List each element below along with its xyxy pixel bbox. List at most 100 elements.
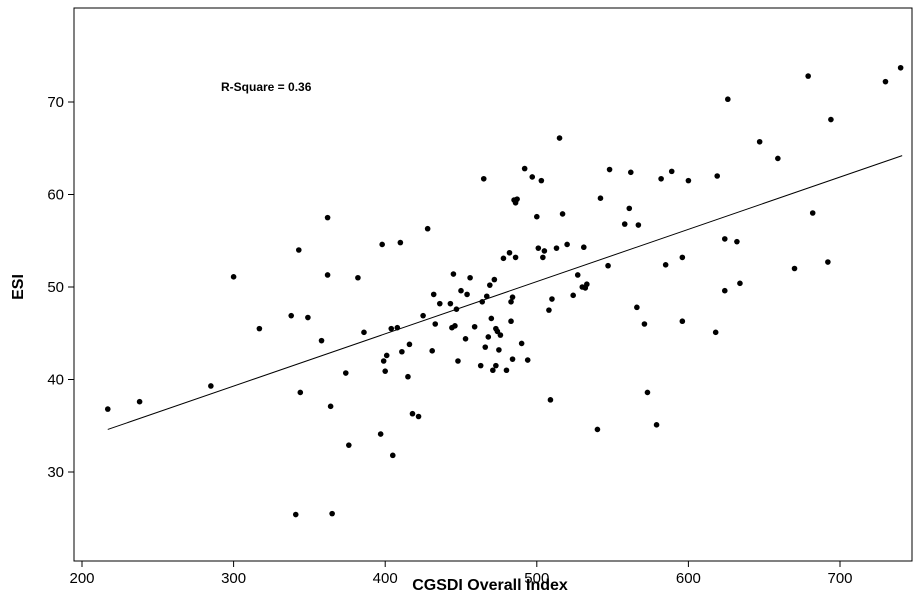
data-point <box>389 452 396 459</box>
plot-area: 200 300 400 500 600 700 30 40 50 60 70 <box>47 7 913 587</box>
data-point <box>494 328 501 335</box>
data-point <box>455 358 461 364</box>
data-point <box>756 138 763 145</box>
x-tick-label: 700 <box>827 570 852 587</box>
data-point <box>564 241 570 248</box>
y-tick-label: 40 <box>47 372 64 389</box>
data-point <box>479 299 486 305</box>
data-point <box>464 291 470 298</box>
data-point <box>725 96 731 103</box>
data-point <box>679 254 686 261</box>
data-point <box>230 274 237 280</box>
data-point <box>518 340 525 347</box>
data-point <box>580 244 587 251</box>
data-point <box>297 389 304 396</box>
data-point <box>547 397 554 403</box>
data-point <box>597 195 604 201</box>
data-point <box>508 318 514 325</box>
x-tick-label: 400 <box>373 570 398 587</box>
data-point <box>409 410 416 417</box>
data-point <box>458 287 464 294</box>
data-point <box>521 165 528 172</box>
data-point <box>540 254 546 261</box>
data-point <box>491 276 498 283</box>
x-tick-label: 200 <box>69 570 94 587</box>
data-point <box>467 274 473 281</box>
data-point <box>487 282 493 288</box>
data-point <box>897 64 904 71</box>
data-point <box>549 296 555 302</box>
data-point <box>450 271 457 277</box>
data-point <box>483 293 490 300</box>
data-point <box>635 222 642 228</box>
data-point <box>432 321 439 327</box>
data-point <box>405 373 411 380</box>
data-point <box>379 241 385 248</box>
data-point <box>295 247 302 253</box>
data-point <box>480 175 487 182</box>
data-point <box>500 255 507 262</box>
data-point <box>477 362 484 369</box>
data-point <box>529 174 536 180</box>
data-point <box>570 292 576 299</box>
data-point <box>292 511 299 518</box>
data-point <box>605 262 611 269</box>
data-point <box>436 300 443 307</box>
data-point <box>535 245 542 251</box>
data-point <box>383 352 390 359</box>
data-point <box>509 356 516 362</box>
data-point <box>503 367 510 374</box>
regression-line <box>107 155 903 430</box>
data-point <box>574 272 581 278</box>
data-point <box>534 213 540 220</box>
data-point <box>305 314 311 321</box>
data-point <box>721 287 728 294</box>
data-point <box>641 321 648 327</box>
x-tick-label: 500 <box>524 570 549 587</box>
data-point <box>324 214 331 221</box>
data-point <box>594 426 601 433</box>
data-point <box>627 169 634 176</box>
data-point <box>415 413 422 420</box>
data-point <box>388 325 395 332</box>
data-point <box>471 323 478 330</box>
data-point <box>361 329 367 336</box>
data-point <box>493 362 499 369</box>
data-point <box>355 274 361 281</box>
data-point <box>208 383 214 389</box>
data-point <box>559 211 566 217</box>
data-point <box>382 368 389 374</box>
data-point <box>524 357 531 363</box>
data-point <box>377 431 384 437</box>
data-point <box>496 347 502 353</box>
y-tick-label: 30 <box>47 464 64 481</box>
data-point <box>658 175 664 182</box>
data-point <box>679 318 686 325</box>
data-point <box>485 334 492 340</box>
data-point <box>668 168 675 175</box>
data-point <box>490 367 496 374</box>
data-point <box>734 238 740 245</box>
data-point <box>825 259 831 265</box>
data-point <box>653 422 660 428</box>
data-point <box>882 78 889 85</box>
r-square-annotation: R-Square = 0.36 <box>221 80 312 94</box>
data-point <box>512 254 519 261</box>
data-point <box>508 299 514 305</box>
data-point <box>634 304 640 311</box>
x-axis-title: CGSDI Overall Index <box>412 577 568 594</box>
data-point <box>288 312 295 319</box>
y-tick-label: 70 <box>47 94 64 111</box>
y-tick-label: 60 <box>47 187 64 204</box>
data-point <box>318 337 325 344</box>
data-point <box>626 205 633 212</box>
data-point <box>136 398 143 405</box>
data-point <box>506 249 513 256</box>
data-point <box>644 389 651 396</box>
data-point <box>452 323 458 329</box>
data-point <box>538 177 545 184</box>
data-point <box>327 403 334 410</box>
data-point <box>324 272 331 278</box>
data-point <box>488 315 495 322</box>
